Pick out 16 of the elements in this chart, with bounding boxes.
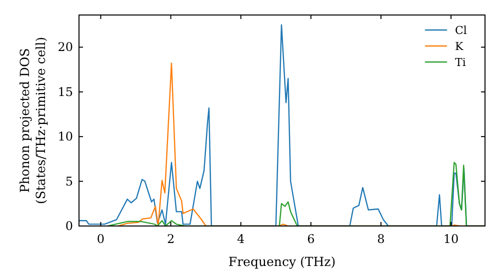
- legend-label: Cl: [455, 24, 468, 37]
- x-tick-label: 2: [166, 232, 175, 246]
- y-tick-label: 0: [65, 219, 73, 233]
- y-tick-label: 10: [58, 130, 73, 144]
- y-tick-label: 20: [58, 40, 73, 54]
- x-tick-label: 10: [443, 232, 459, 246]
- legend-label: K: [455, 40, 464, 53]
- x-axis-title: Frequency (THz): [228, 254, 336, 269]
- y-tick-label: 5: [65, 174, 73, 188]
- x-tick-label: 6: [307, 232, 315, 246]
- y-tick-label: 15: [58, 84, 73, 99]
- y-axis-title: Phonon projected DOS (States/THz·primitive cell): [17, 36, 48, 204]
- x-tick-label: 8: [377, 232, 385, 246]
- x-tick-label: 0: [96, 232, 105, 246]
- legend-label: Ti: [455, 56, 466, 69]
- x-tick-label: 4: [237, 232, 246, 246]
